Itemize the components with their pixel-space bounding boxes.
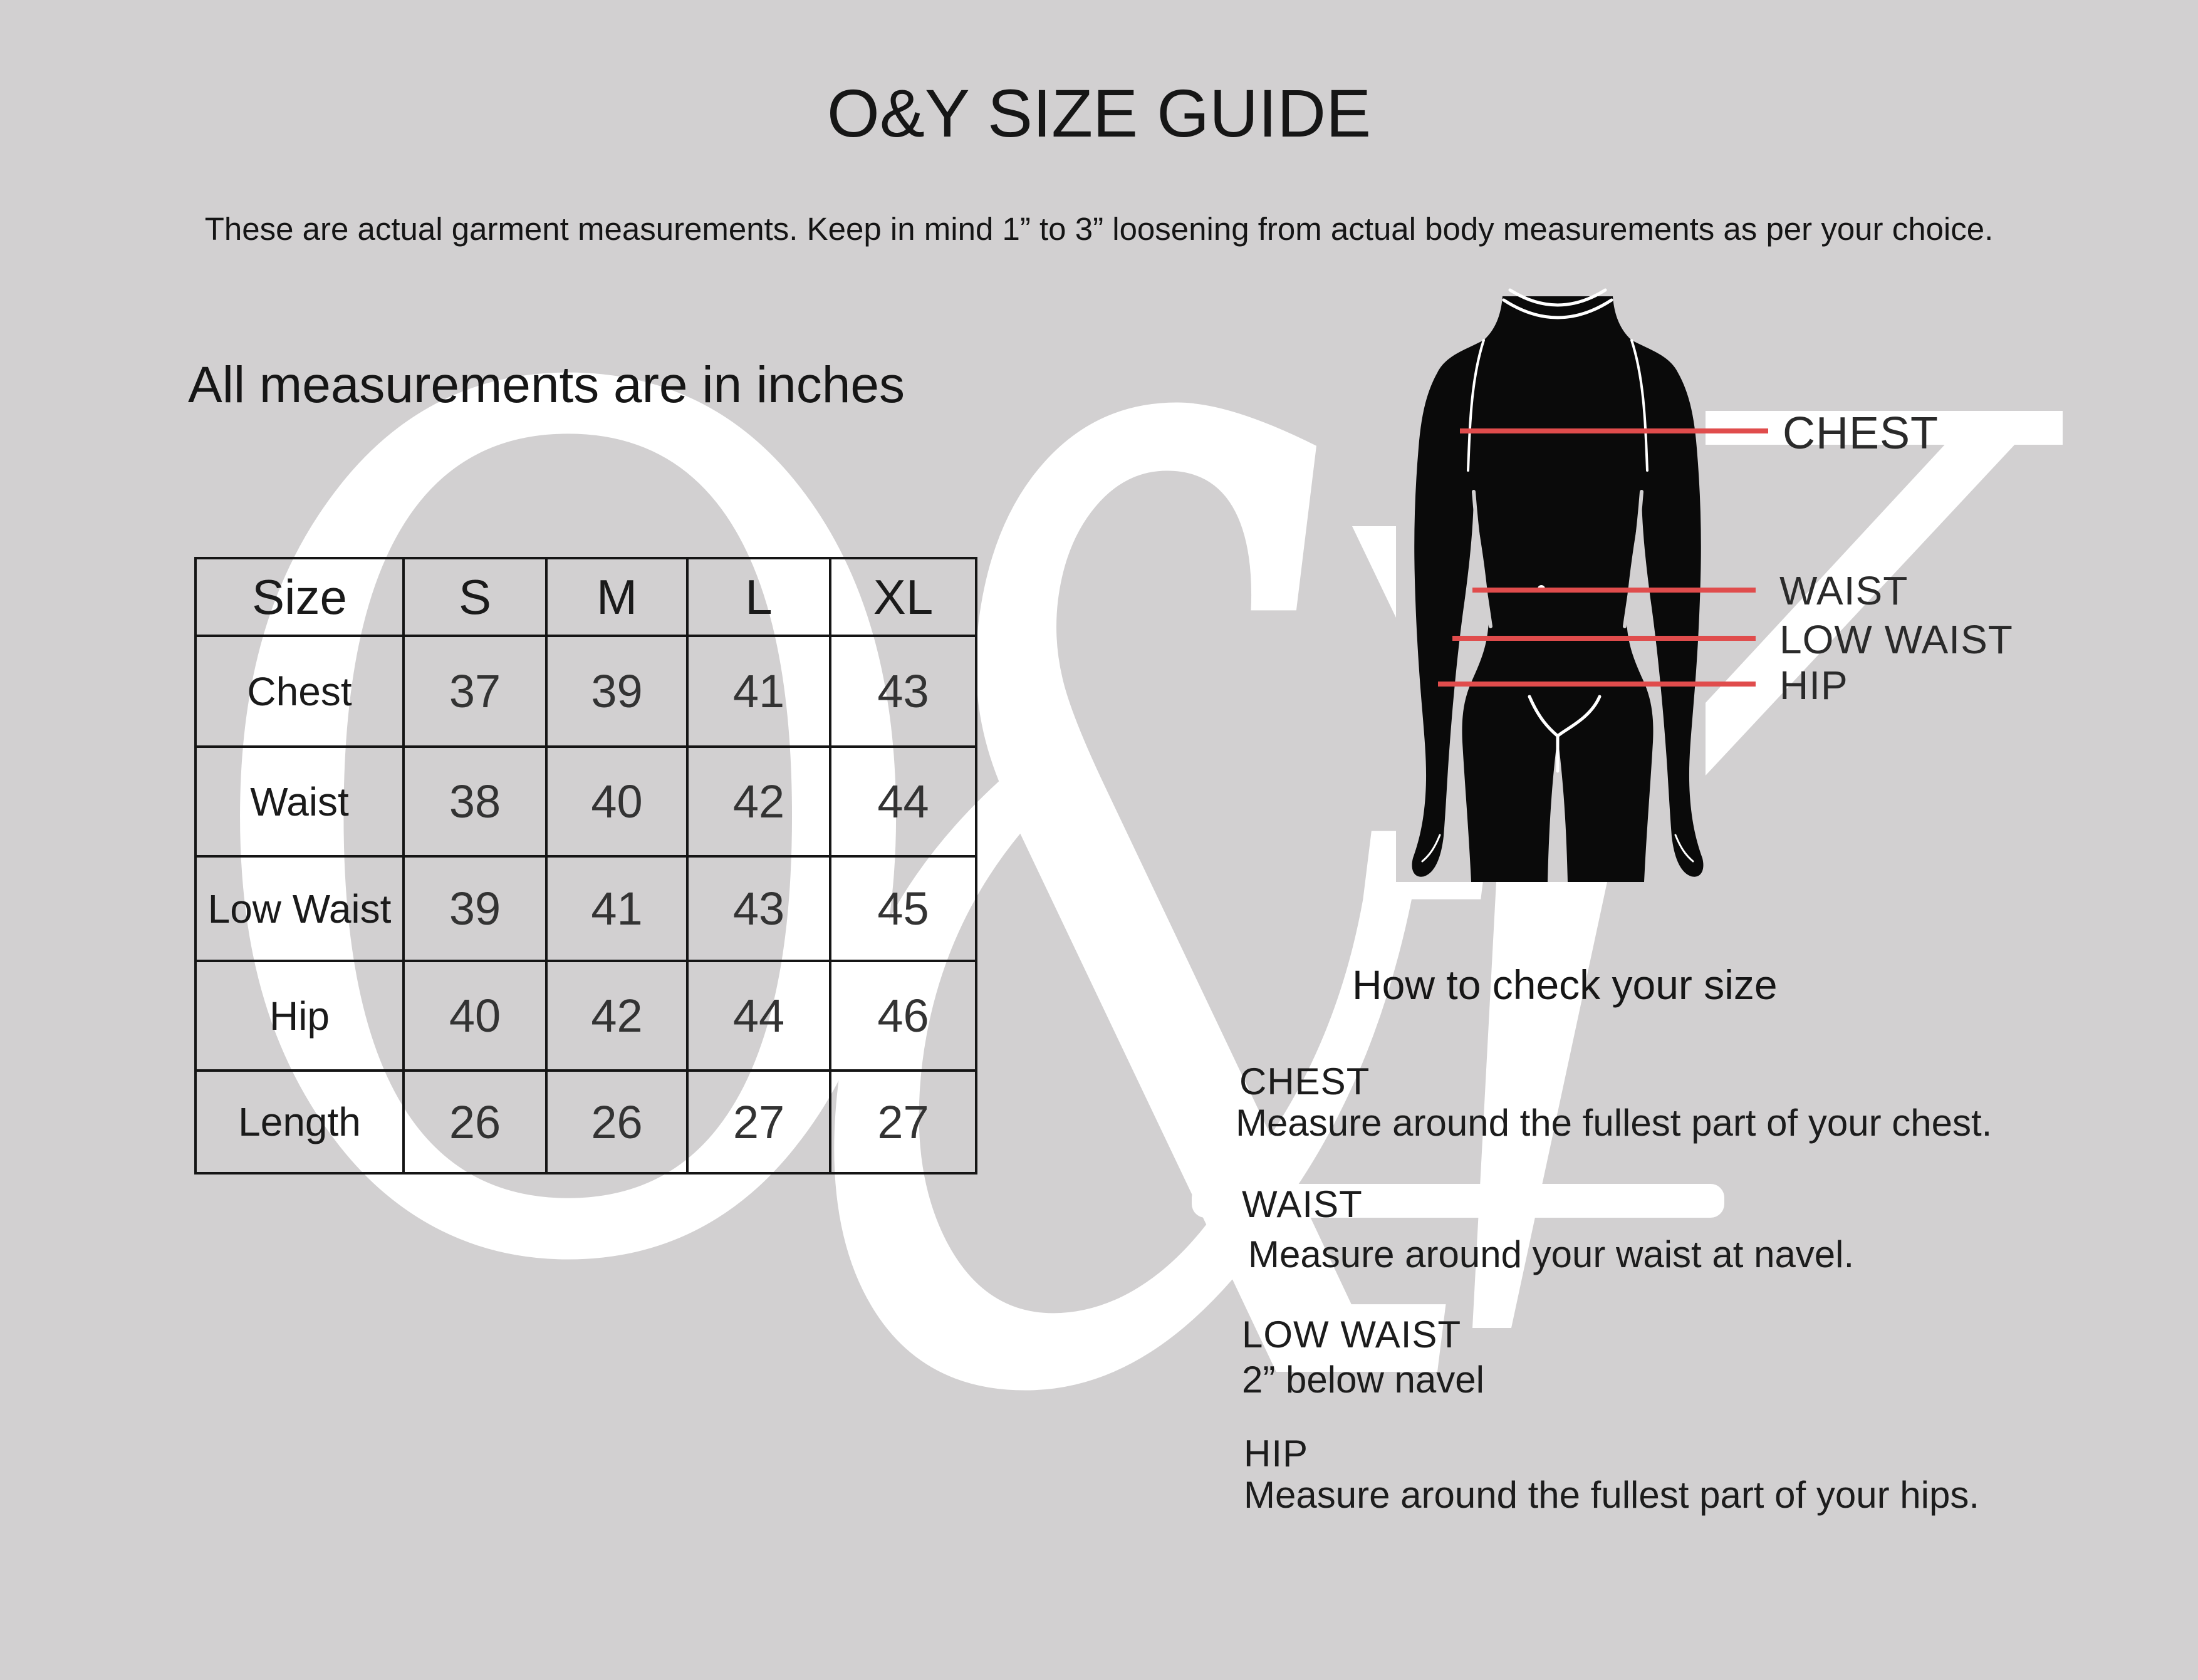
row-value: 27 — [686, 1069, 831, 1174]
row-value: 40 — [545, 745, 689, 858]
hip-measure-line — [1438, 682, 1756, 687]
row-value: 26 — [545, 1069, 689, 1174]
size-table-header-L: L — [686, 557, 831, 637]
page-subtitle: These are actual garment measurements. K… — [204, 211, 1994, 247]
body-figure-panel — [1396, 285, 1706, 882]
row-value: 42 — [686, 745, 831, 858]
waist-measure-line — [1472, 588, 1756, 593]
row-value: 38 — [402, 745, 548, 858]
crotch-line-right — [1556, 695, 1602, 738]
collar-outline — [1502, 298, 1613, 319]
guide-chest-text: Measure around the fullest part of your … — [1236, 1102, 1992, 1144]
row-label: Low Waist — [194, 855, 405, 962]
row-value: 43 — [686, 855, 831, 962]
left-arm-body-gap — [1472, 490, 1492, 628]
size-table-header-Size: Size — [194, 557, 405, 637]
right-arm-body-gap — [1623, 490, 1643, 628]
row-label: Length — [194, 1069, 405, 1174]
size-table-row-length: Length 26 26 27 27 — [194, 1069, 977, 1174]
row-label: Waist — [194, 745, 405, 858]
collar-inner-line — [1508, 288, 1607, 307]
page-title: O&Y SIZE GUIDE — [826, 75, 1372, 151]
row-value: 41 — [686, 635, 831, 748]
row-label: Chest — [194, 635, 405, 748]
size-table-header-S: S — [402, 557, 548, 637]
size-table-row-hip: Hip 40 42 44 46 — [194, 960, 977, 1072]
row-value: 39 — [402, 855, 548, 962]
guide-waist-label: WAIST — [1242, 1183, 1363, 1225]
guide-low-waist-text: 2” below navel — [1242, 1359, 1484, 1401]
diagram-label-chest: CHEST — [1783, 408, 1939, 459]
diagram-label-low-waist: LOW WAIST — [1779, 617, 2013, 662]
row-value: 43 — [829, 635, 977, 748]
size-table-row-chest: Chest 37 39 41 43 — [194, 635, 977, 748]
row-value: 44 — [829, 745, 977, 858]
size-guide-page: { "page": { "title": "O&Y SIZE GUIDE", "… — [188, 75, 2063, 1573]
row-value: 37 — [402, 635, 548, 748]
size-table-row-low-waist: Low Waist 39 41 43 45 — [194, 855, 977, 962]
row-value: 46 — [829, 960, 977, 1072]
size-table-header-XL: XL — [829, 557, 977, 637]
size-table-container: Size S M L XL Chest 37 39 41 43 Waist 38 40 42 44 Low W… — [194, 557, 977, 1174]
chest-measure-line — [1460, 428, 1768, 433]
row-value: 27 — [829, 1069, 977, 1174]
row-value: 41 — [545, 855, 689, 962]
right-hand-line — [1674, 834, 1694, 863]
size-table-header-row: Size S M L XL — [194, 557, 977, 637]
row-label: Hip — [194, 960, 405, 1072]
crotch-line-left — [1528, 695, 1560, 738]
size-table: Size S M L XL Chest 37 39 41 43 Waist 38 40 42 44 Low W… — [194, 557, 977, 1174]
guide-chest-label: CHEST — [1239, 1060, 1370, 1102]
left-hand-line — [1421, 834, 1441, 863]
watermark-y-tail — [1192, 1184, 1724, 1218]
body-silhouette — [1412, 288, 1704, 882]
row-value: 39 — [545, 635, 689, 748]
guide-hip-text: Measure around the fullest part of your … — [1244, 1474, 1979, 1516]
row-value: 44 — [686, 960, 831, 1072]
right-shoulder-seam — [1630, 339, 1648, 472]
diagram-label-hip: HIP — [1779, 663, 1848, 708]
units-note: All measurements are in inches — [188, 356, 905, 413]
left-shoulder-seam — [1467, 339, 1485, 472]
row-value: 26 — [402, 1069, 548, 1174]
guide-waist-text: Measure around your waist at navel. — [1248, 1233, 1855, 1275]
row-value: 45 — [829, 855, 977, 962]
guide-low-waist-label: LOW WAIST — [1242, 1314, 1462, 1356]
guide-heading: How to check your size — [1352, 962, 1778, 1008]
low-waist-measure-line — [1452, 636, 1756, 641]
guide-hip-label: HIP — [1244, 1433, 1309, 1475]
diagram-label-waist: WAIST — [1779, 568, 1909, 613]
row-value: 40 — [402, 960, 548, 1072]
size-table-row-waist: Waist 38 40 42 44 — [194, 745, 977, 858]
row-value: 42 — [545, 960, 689, 1072]
size-table-header-M: M — [545, 557, 689, 637]
